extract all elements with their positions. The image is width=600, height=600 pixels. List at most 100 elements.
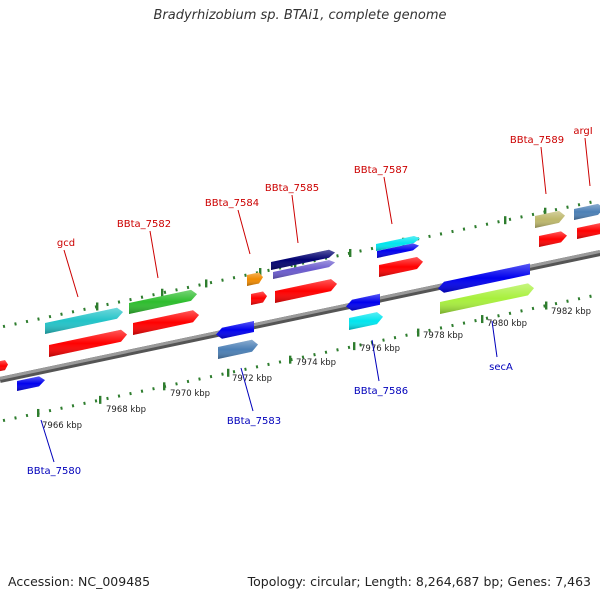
kbp-tick-label: 7972 kbp	[232, 374, 272, 384]
scale-tick	[83, 401, 86, 406]
scale-tick	[439, 232, 443, 236]
scale-tick	[117, 300, 121, 304]
scale-tick	[497, 220, 500, 224]
scale-tick	[71, 404, 75, 408]
gene-label-forward[interactable]: BBta_7589	[510, 135, 564, 146]
kbp-tick-label: 7976 kbp	[360, 344, 400, 354]
scale-tick	[186, 379, 190, 384]
scale-tick	[267, 268, 270, 273]
scale-major-tick	[544, 207, 547, 216]
gene-label-reverse[interactable]: BBta_7580	[27, 466, 81, 477]
gene-feature-shading	[216, 320, 254, 339]
scale-tick	[244, 367, 247, 371]
gene-label-forward[interactable]: argI	[573, 126, 592, 137]
gene-label-reverse[interactable]: secA	[489, 362, 513, 373]
scale-tick	[129, 297, 132, 302]
scale-major-tick	[481, 315, 484, 324]
scale-tick	[531, 212, 535, 217]
scale-tick	[462, 321, 466, 325]
scale-tick	[2, 418, 6, 423]
scale-tick	[106, 302, 109, 307]
gene-feature-shading	[275, 279, 337, 303]
scale-tick	[474, 224, 477, 229]
scale-tick	[83, 307, 86, 312]
kbp-tick-label: 7966 kbp	[42, 421, 82, 431]
scale-tick	[336, 348, 339, 352]
scale-tick	[267, 362, 270, 367]
scale-tick	[577, 203, 581, 207]
gene-label-reverse[interactable]: BBta_7586	[354, 386, 408, 397]
gene-label-leader	[584, 137, 591, 187]
scale-tick	[60, 406, 63, 410]
gene-feature-shading	[273, 260, 335, 279]
gene-label-leader	[149, 230, 159, 279]
scale-major-tick	[163, 382, 166, 391]
gene-feature-shading	[577, 223, 600, 239]
gene-label-leader	[237, 209, 251, 255]
gene-feature-shading	[379, 256, 423, 277]
gene-feature-shading	[574, 203, 600, 220]
scale-tick	[451, 229, 454, 234]
scale-tick	[531, 306, 535, 311]
scale-track-reverse	[2, 294, 592, 423]
scale-tick	[589, 294, 592, 298]
scale-tick	[152, 293, 155, 297]
gene-label-reverse[interactable]: BBta_7583	[227, 416, 281, 427]
scale-tick	[232, 276, 236, 280]
scale-major-tick	[353, 342, 356, 351]
scale-tick	[462, 227, 466, 231]
scale-tick	[244, 273, 247, 277]
scale-tick	[71, 310, 75, 314]
scale-tick	[209, 280, 213, 285]
gene-label-forward[interactable]: BBta_7585	[265, 183, 319, 194]
scale-tick	[2, 324, 6, 329]
scale-tick	[520, 215, 523, 219]
scale-tick	[324, 350, 328, 354]
gene-feature-shading	[0, 360, 8, 372]
gene-label-leader	[383, 176, 393, 225]
scale-tick	[428, 234, 431, 239]
scale-major-tick	[417, 328, 420, 337]
scale-tick	[474, 318, 477, 323]
gene-feature-shading	[535, 210, 565, 228]
scale-tick	[359, 249, 362, 253]
scale-tick	[278, 360, 282, 364]
gene-feature-shading	[539, 231, 567, 247]
scale-tick	[508, 217, 512, 222]
scale-major-tick	[37, 408, 40, 417]
scale-major-tick	[205, 279, 208, 288]
scale-tick	[393, 335, 397, 340]
scale-major-tick	[504, 216, 507, 225]
scale-tick	[497, 314, 500, 318]
scale-tick	[255, 365, 259, 369]
gene-feature-shading	[440, 283, 534, 314]
gene-label-leader	[291, 194, 299, 244]
kbp-tick-label: 7982 kbp	[551, 307, 591, 317]
scale-tick	[94, 399, 98, 403]
kbp-tick-label: 7980 kbp	[487, 319, 527, 329]
genome-summary-text: Topology: circular; Length: 8,264,687 bp…	[247, 574, 591, 589]
scale-major-tick	[161, 288, 164, 297]
page-title: Bradyrhizobium sp. BTAi1, complete genom…	[153, 8, 447, 23]
scale-tick	[48, 408, 52, 413]
scale-tick	[428, 328, 431, 333]
scale-tick	[554, 207, 558, 212]
scale-tick	[485, 222, 489, 226]
scale-tick	[152, 387, 155, 391]
scale-tick	[347, 345, 351, 350]
gene-label-forward[interactable]: BBta_7587	[354, 165, 408, 176]
gene-label-forward[interactable]: BBta_7582	[117, 219, 171, 230]
kbp-tick-label: 7970 kbp	[170, 389, 210, 399]
gene-label-forward[interactable]: BBta_7584	[205, 198, 259, 209]
gene-feature-shading	[251, 291, 267, 305]
gene-label-forward[interactable]: gcd	[57, 238, 75, 249]
gene-feature-shading	[45, 307, 123, 334]
gene-feature-shading	[218, 339, 258, 359]
scale-tick	[232, 370, 236, 374]
scale-tick	[566, 299, 569, 303]
scale-major-tick	[259, 268, 262, 277]
scale-tick	[198, 283, 201, 287]
scale-tick	[566, 205, 569, 209]
scale-tick	[370, 246, 374, 251]
